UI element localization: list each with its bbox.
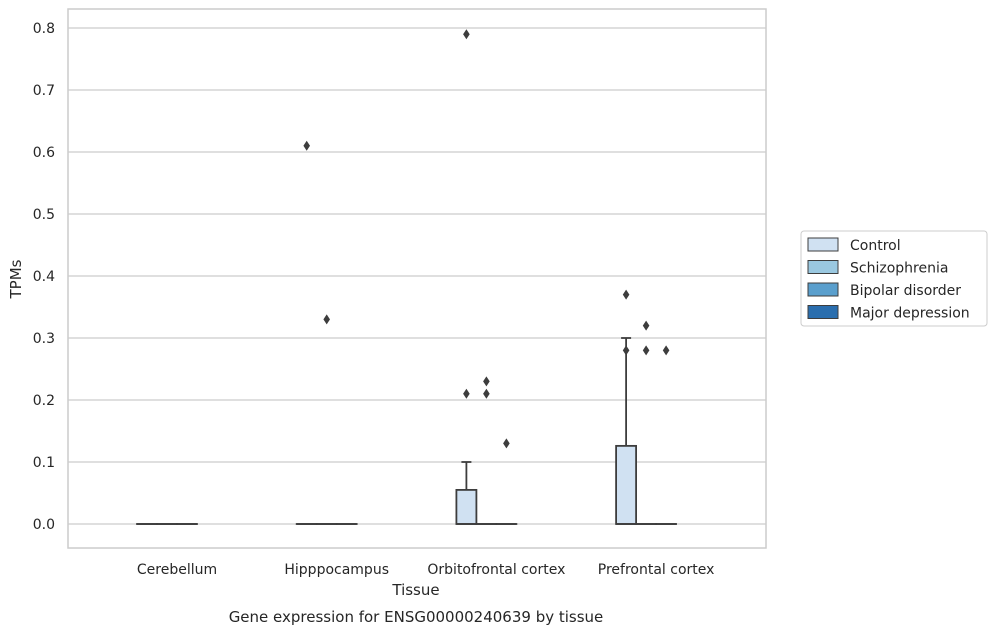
box [455, 488, 478, 525]
legend-frame [800, 230, 988, 327]
y-tick-label: 0.1 [33, 455, 55, 471]
legend-swatch [807, 282, 839, 297]
y-tick-label: 0.5 [33, 207, 55, 223]
legend: Control Schizophrenia Bipolar disorder Majo… [800, 230, 988, 327]
y-tick-label: 0.4 [33, 269, 55, 285]
y-tick-label: 0.8 [33, 21, 55, 37]
y-tick-label: 0.0 [33, 517, 55, 533]
chart-caption: Gene expression for ENSG00000240639 by t… [229, 608, 604, 626]
y-tick-label: 0.3 [33, 331, 55, 347]
outlier-point [463, 29, 470, 40]
box [615, 444, 637, 525]
outlier-point [642, 345, 650, 356]
legend-label: Major depression [850, 306, 970, 322]
x-tick-labels: Cerebellum Hipppocampus Orbitofrontal cort… [137, 562, 715, 578]
legend-label: Control [850, 238, 901, 254]
legend-swatch [807, 237, 839, 252]
outlier-point [483, 376, 490, 387]
legend-label: Bipolar disorder [850, 283, 961, 299]
outlier-point [503, 438, 510, 449]
plot-frame [67, 8, 767, 549]
y-axis-label: TPMs [7, 259, 25, 299]
box-plot-marks [136, 29, 677, 525]
outlier-point [483, 388, 490, 399]
outlier-point [463, 388, 470, 399]
x-tick-label: Prefrontal cortex [598, 562, 715, 578]
outlier-point [323, 314, 330, 325]
x-tick-label: Cerebellum [137, 562, 217, 578]
y-gridlines [68, 27, 766, 525]
outlier-point [642, 320, 650, 331]
y-tick-label: 0.6 [33, 145, 55, 161]
outlier-point [622, 345, 630, 356]
outlier-point [303, 140, 310, 151]
x-axis-label: Tissue [391, 581, 439, 599]
outlier-point [662, 345, 670, 356]
y-tick-label: 0.7 [33, 83, 55, 99]
y-tick-label: 0.2 [33, 393, 55, 409]
legend-label: Schizophrenia [850, 261, 948, 277]
outlier-point [622, 289, 630, 300]
y-tick-labels: 0.0 0.1 0.2 0.3 0.4 0.5 0.6 0.7 0.8 [33, 21, 55, 533]
x-tick-label: Orbitofrontal cortex [427, 562, 565, 578]
legend-swatch [807, 260, 839, 274]
x-tick-label: Hipppocampus [284, 562, 389, 578]
legend-swatch [807, 305, 839, 319]
